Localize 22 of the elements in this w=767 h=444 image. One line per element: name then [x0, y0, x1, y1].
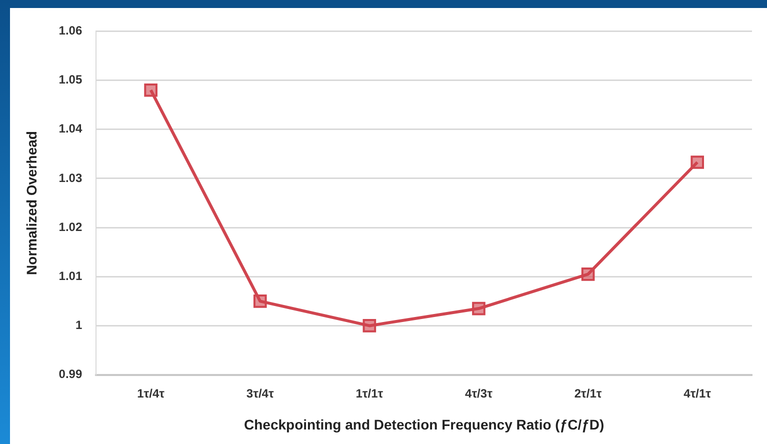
x-axis-title: Checkpointing and Detection Frequency Ratio (ƒC/ƒD): [244, 416, 604, 432]
y-axis-title: Normalized Overhead: [23, 131, 40, 275]
point: [581, 268, 595, 281]
x-tick-label: 1τ/4τ: [137, 386, 166, 400]
x-tick-label: 4τ/3τ: [465, 386, 494, 400]
point: [690, 156, 704, 169]
point: [362, 319, 376, 332]
y-tick-label: 1.05: [58, 72, 82, 87]
x-tick-label: 3τ/4τ: [246, 386, 274, 400]
point: [472, 302, 486, 316]
point: [253, 294, 267, 308]
y-tick-label: 1.02: [58, 220, 82, 234]
y-tick-label: 0.99: [58, 367, 82, 382]
x-tick-label: 1τ/1τ: [356, 386, 384, 400]
y-tick-label: 1.03: [58, 170, 82, 185]
y-tick-label: 1: [75, 318, 82, 332]
y-tick-label: 1.04: [58, 122, 82, 136]
y-tick-label: 1.06: [58, 24, 82, 38]
y-tick-label: 1.01: [58, 268, 82, 283]
x-tick-label: 4τ/1τ: [684, 386, 712, 400]
x-tick-label: 2τ/1τ: [574, 386, 602, 400]
point: [144, 83, 158, 97]
